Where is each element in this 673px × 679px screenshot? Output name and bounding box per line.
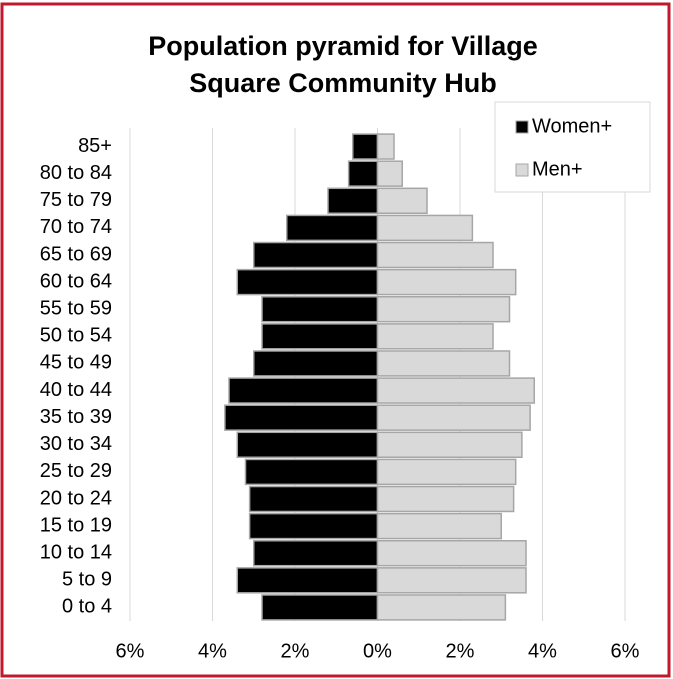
bar [248, 512, 379, 540]
y-tick-label: 70 to 74 [40, 216, 112, 238]
bar [376, 323, 494, 350]
bar [236, 567, 379, 594]
y-tick-label: 50 to 54 [40, 325, 112, 347]
bar [261, 594, 379, 621]
y-tick-label: 5 to 9 [62, 569, 112, 591]
y-tick-label: 85+ [78, 135, 112, 157]
y-tick-label: 0 to 4 [62, 596, 112, 618]
bar [376, 594, 507, 621]
legend-label: Women+ [532, 115, 612, 137]
y-tick-label: 75 to 79 [40, 189, 112, 211]
y-tick-label: 25 to 29 [40, 460, 112, 482]
x-tick-label: 4% [528, 640, 557, 662]
legend-label: Men+ [532, 158, 583, 180]
y-tick-label: 20 to 24 [40, 487, 112, 509]
bar [376, 431, 523, 458]
y-tick-label: 55 to 59 [40, 298, 112, 320]
x-tick-label: 6% [611, 640, 640, 662]
bar [261, 296, 379, 323]
bar [253, 350, 379, 377]
y-tick-label: 65 to 69 [40, 243, 112, 265]
bar [236, 268, 379, 296]
x-tick-label: 2% [281, 640, 310, 662]
bar [376, 133, 395, 160]
x-tick-label: 0% [363, 640, 392, 662]
bar [376, 296, 511, 323]
x-tick-label: 2% [446, 640, 475, 662]
bar [248, 485, 379, 513]
y-tick-label: 10 to 14 [40, 542, 112, 564]
bar [228, 377, 379, 404]
bar [253, 540, 379, 567]
legend-swatch [515, 120, 529, 134]
bar [376, 160, 403, 187]
y-tick-label: 60 to 64 [40, 270, 112, 292]
bar [376, 485, 515, 513]
bar [236, 431, 379, 458]
y-tick-label: 80 to 84 [40, 162, 112, 184]
bar [376, 512, 502, 540]
legend-swatch [515, 163, 529, 177]
bar [253, 241, 379, 269]
bar [376, 458, 517, 486]
bar [261, 323, 379, 350]
bar [347, 160, 379, 187]
bar [224, 404, 379, 431]
bar [376, 268, 517, 296]
y-tick-label: 15 to 19 [40, 514, 112, 536]
bar [286, 214, 379, 242]
bar [376, 540, 527, 567]
y-tick-label: 35 to 39 [40, 406, 112, 428]
bar [376, 350, 511, 377]
bar [376, 377, 535, 404]
x-tick-label: 4% [198, 640, 227, 662]
chart-title: Population pyramid for Village Square Com… [148, 31, 538, 98]
bar [376, 567, 527, 594]
bar [376, 404, 531, 431]
x-tick-label: 6% [116, 640, 145, 662]
bar [327, 187, 379, 214]
bar [352, 133, 379, 160]
bar [376, 214, 474, 242]
bar [376, 241, 494, 269]
y-tick-label: 40 to 44 [40, 379, 112, 401]
y-tick-label: 45 to 49 [40, 352, 112, 374]
y-tick-label: 30 to 34 [40, 433, 112, 455]
bar [244, 458, 379, 486]
bar [376, 187, 428, 214]
legend-box [494, 101, 651, 193]
